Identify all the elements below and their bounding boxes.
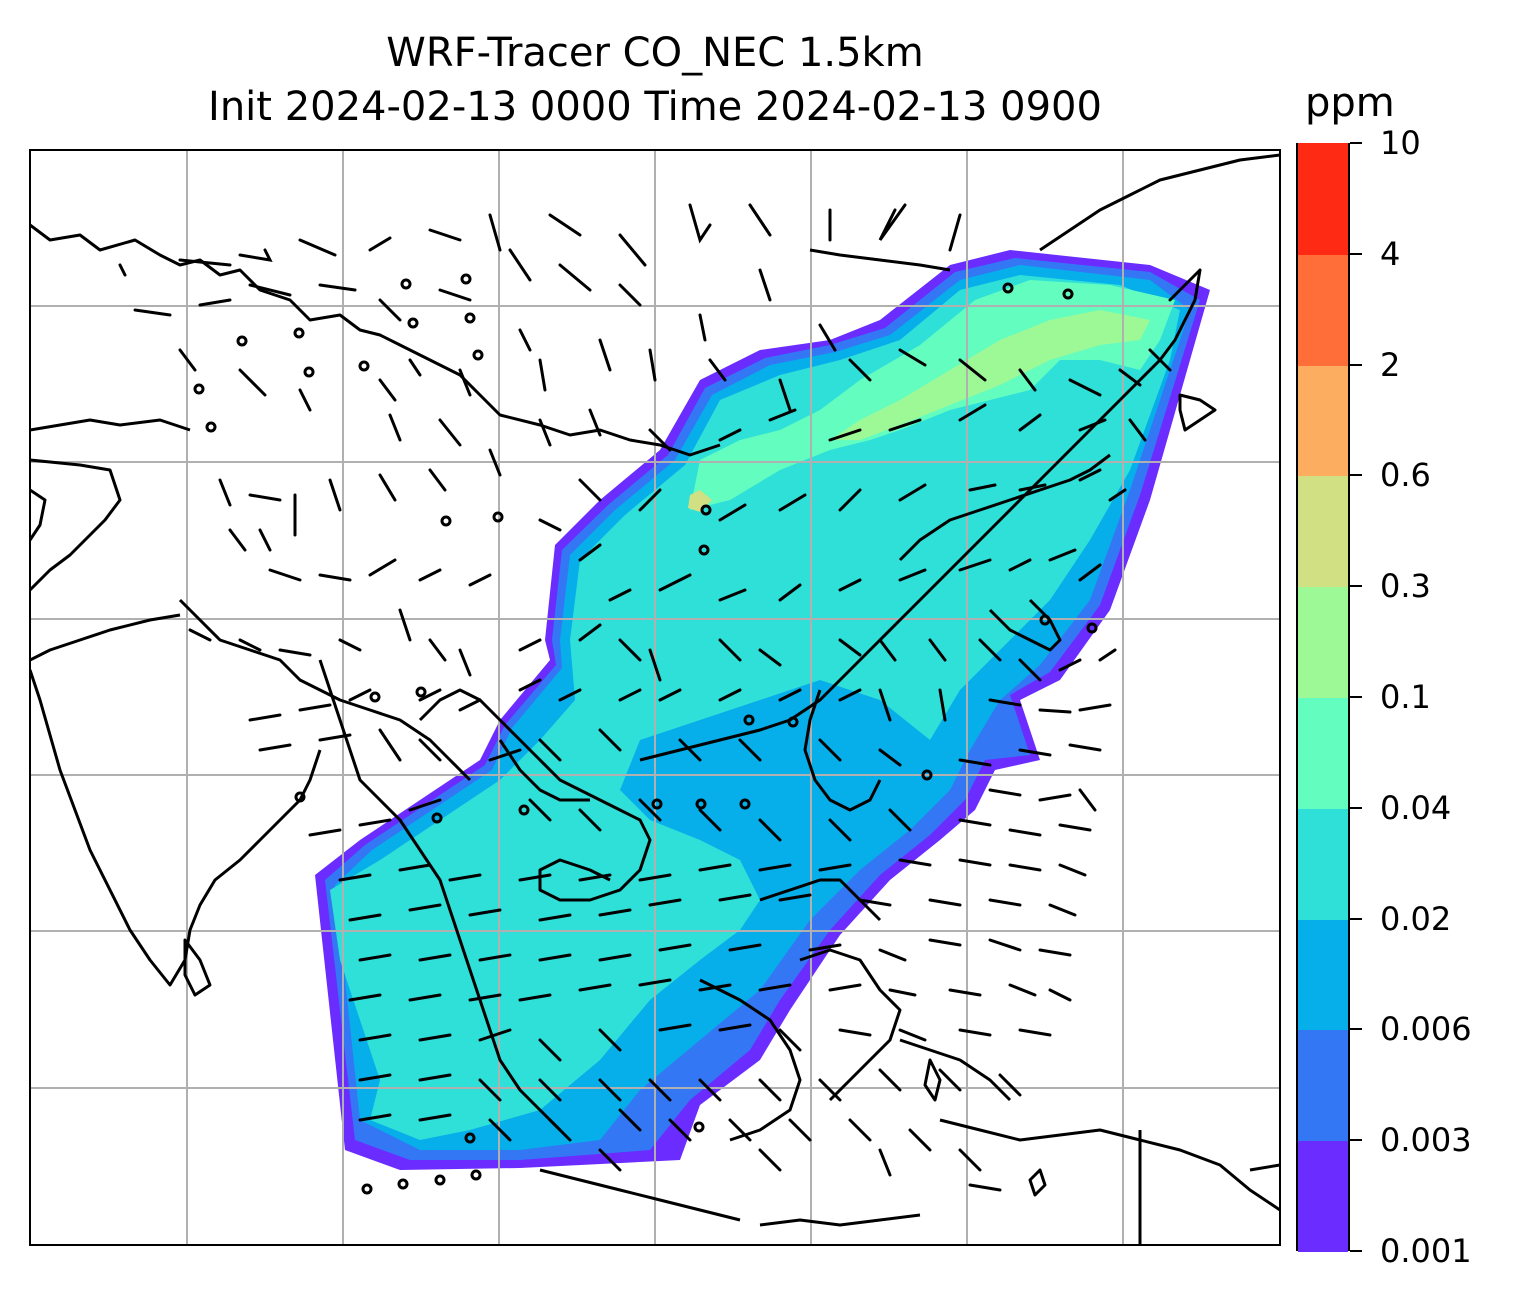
colorbar-tick-label: 0.006 <box>1380 1010 1472 1049</box>
colorbar-segment <box>1298 807 1348 920</box>
map-frame <box>29 149 1281 1246</box>
colorbar-tick <box>1350 252 1362 255</box>
colorbar-tick <box>1350 696 1362 698</box>
colorbar-segment <box>1298 1029 1348 1142</box>
colorbar-tick <box>1350 363 1362 366</box>
colorbar-segment <box>1298 253 1348 366</box>
colorbar-tick-label: 0.003 <box>1380 1121 1472 1160</box>
colorbar-tick-label: 0.04 <box>1380 788 1452 827</box>
colorbar-segment <box>1298 143 1348 255</box>
calm-wind-circles <box>193 273 1098 1195</box>
tracer-band-0.1 <box>830 310 1150 440</box>
colorbar-tick <box>1350 1028 1362 1031</box>
colorbar-tick-label: 0.6 <box>1380 456 1431 495</box>
colorbar-tick <box>1350 142 1362 144</box>
colorbar-segment <box>1298 697 1348 809</box>
coastlines <box>30 153 1280 1245</box>
colorbar-tick <box>1350 1250 1362 1252</box>
colorbar-segment <box>1298 475 1348 588</box>
tracer-field <box>315 250 1210 1170</box>
colorbar-tick-label: 10 <box>1380 124 1421 162</box>
colorbar-segment <box>1298 918 1348 1031</box>
colorbar-tick <box>1350 1139 1362 1142</box>
colorbar-tick-label: 0.001 <box>1380 1232 1472 1270</box>
colorbar-tick-label: 4 <box>1380 234 1401 273</box>
wind-barbs <box>118 203 1202 1192</box>
colorbar-tick-label: 0.02 <box>1380 899 1452 938</box>
colorbar-tick-label: 0.3 <box>1380 567 1431 606</box>
colorbar-tick-label: 0.1 <box>1380 678 1431 716</box>
colorbar-tick <box>1350 474 1362 477</box>
colorbar-tick-label: 2 <box>1380 345 1401 384</box>
colorbar-tick <box>1350 806 1362 809</box>
colorbar-segment <box>1298 1140 1348 1252</box>
colorbar-segment <box>1298 364 1348 477</box>
tracer-band-0.3 <box>688 490 712 512</box>
map-gridlines <box>30 150 1280 1245</box>
colorbar-unit-label: ppm <box>1305 80 1395 126</box>
colorbar-tick <box>1350 585 1362 588</box>
colorbar-tick <box>1350 917 1362 920</box>
map-title: WRF-Tracer CO_NEC 1.5km <box>386 30 924 76</box>
map-subtitle: Init 2024-02-13 0000 Time 2024-02-13 090… <box>208 84 1102 130</box>
colorbar-segment <box>1298 586 1348 698</box>
colorbar <box>1296 143 1350 1252</box>
